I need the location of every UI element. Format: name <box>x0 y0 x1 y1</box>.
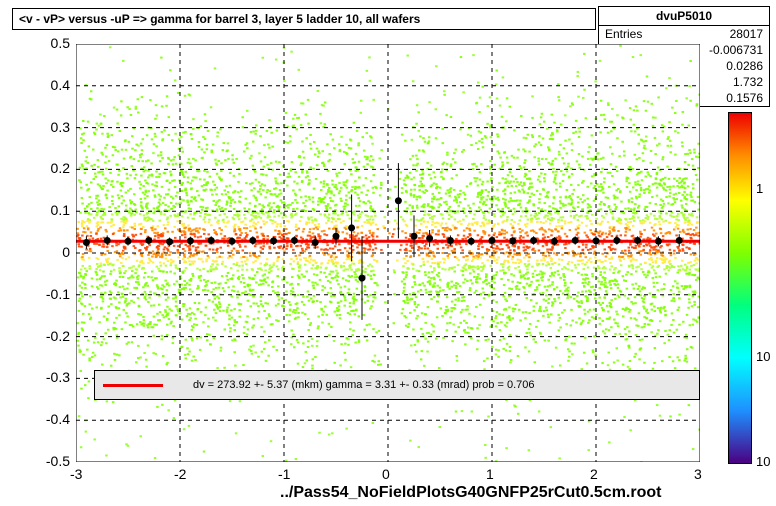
chart-title-text: <v - vP> versus -uP => gamma for barrel … <box>19 12 420 26</box>
stats-row-entries: Entries 28017 <box>599 26 769 42</box>
y-tick-label: -0.1 <box>46 286 70 302</box>
y-tick-label: -0.3 <box>46 369 70 385</box>
fit-result-text: dv = 273.92 +- 5.37 (mkm) gamma = 3.31 +… <box>193 379 534 391</box>
stats-meany-value: 0.0286 <box>726 59 763 73</box>
y-tick-label: 0.1 <box>51 202 70 218</box>
x-tick-label: 2 <box>590 466 598 482</box>
x-tick-label: 1 <box>486 466 494 482</box>
colorbar <box>728 112 752 464</box>
y-tick-label: 0.5 <box>51 35 70 51</box>
x-tick-label: -2 <box>174 466 186 482</box>
colorbar-tick: 10 <box>756 349 770 364</box>
stats-entries-value: 28017 <box>730 27 763 41</box>
stats-rmsy-value: 0.1576 <box>726 91 763 105</box>
x-tick-label: 0 <box>382 466 390 482</box>
stats-meanx-value: -0.006731 <box>709 43 763 57</box>
stats-name: dvuP5010 <box>599 7 769 26</box>
footer-text: ../Pass54_NoFieldPlotsG40GNFP25rCut0.5cm… <box>280 484 661 501</box>
x-tick-label: -1 <box>278 466 290 482</box>
colorbar-tick: 10 <box>756 454 770 469</box>
x-tick-label: 3 <box>694 466 702 482</box>
chart-title: <v - vP> versus -uP => gamma for barrel … <box>12 8 596 30</box>
y-tick-label: 0.2 <box>51 160 70 176</box>
y-tick-label: 0.4 <box>51 77 70 93</box>
y-tick-label: -0.2 <box>46 328 70 344</box>
colorbar-tick: 1 <box>756 181 763 196</box>
stats-rmsx-value: 1.732 <box>733 75 763 89</box>
footer-filename: ../Pass54_NoFieldPlotsG40GNFP25rCut0.5cm… <box>280 484 661 502</box>
fit-line-swatch <box>103 384 163 387</box>
x-tick-label: -3 <box>70 466 82 482</box>
fit-result-box: dv = 273.92 +- 5.37 (mkm) gamma = 3.31 +… <box>94 370 700 400</box>
y-tick-label: -0.4 <box>46 411 70 427</box>
y-tick-label: -0.5 <box>46 453 70 469</box>
y-tick-label: 0 <box>62 244 70 260</box>
y-tick-label: 0.3 <box>51 119 70 135</box>
stats-entries-label: Entries <box>605 27 642 41</box>
